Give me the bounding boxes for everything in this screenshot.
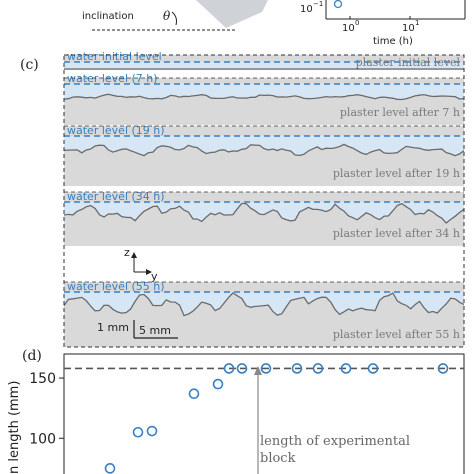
small-plot-marker [333,0,343,9]
panel-d-points [104,363,449,474]
axis-z-label: z [124,246,130,259]
top-panel-fragment: inclination θ 10 −1 10 0 10 1 time (h) [82,0,466,47]
scale-horizontal-label: 5 mm [139,324,171,337]
water-level-label: water initial level [67,50,162,63]
plaster-profile [63,93,465,101]
inclination-label: inclination [82,11,134,22]
panel-c-frame [63,54,465,348]
data-point [312,363,324,374]
water-fill [64,202,464,223]
panel-d-frame [63,353,465,474]
data-point [260,363,272,374]
inclined-block [196,0,268,28]
ytick-exponent: −1 [313,0,323,8]
plaster-level-label: plaster level after 7 h [340,106,460,119]
panel-d-chart: n length (mm) 100 150 length of experimen… [7,353,465,474]
data-point [437,363,449,374]
water-level-label: water level (7 h) [67,72,158,85]
data-point [236,363,248,374]
panel-c-label: (c) [20,57,39,73]
scale-vertical-label: 1 mm [97,321,129,334]
plaster-level-label: plaster level after 19 h [333,167,460,180]
axis-y-label: y [151,270,158,283]
plaster-band [64,192,464,246]
panel-d-label: (d) [22,348,42,364]
water-level-label: water level (34 h) [67,190,165,203]
data-point [367,363,379,374]
xtick-exponent: 0 [355,19,359,27]
water-level-label: water level (55 h) [67,280,165,293]
data-point [132,426,144,438]
data-point [146,425,158,437]
panel-d-yticks: 100 150 [29,371,64,447]
data-point [291,363,303,374]
plaster-profile [63,202,465,224]
water-fill [64,292,464,316]
theta-symbol: θ [163,9,171,23]
plaster-level-label: plaster initial level [356,56,461,69]
water-fill [64,136,464,156]
plaster-level-label: plaster level after 55 h [333,328,460,341]
annotation-arrow-head [254,366,262,375]
data-point [340,363,352,374]
ytick-label: 10 [300,4,313,15]
annotation-line1: length of experimental [260,434,410,449]
data-point [188,388,200,400]
scale-bar: 1 mm 5 mm [97,320,178,339]
plaster-profile [63,143,465,157]
angle-arc [171,11,177,26]
plaster-level-label: plaster level after 34 h [333,227,460,240]
time-axis-label: time (h) [373,36,413,47]
axis-indicator: z y [124,246,158,283]
data-point [104,463,116,474]
data-point [223,363,235,374]
water-level-label: water level (19 h) [67,124,165,137]
xtick-label: 10 [402,23,415,34]
ytick-label: 150 [29,371,56,387]
xtick-exponent: 1 [415,19,419,27]
data-point [212,378,224,390]
panel-c-profiles: water initial level plaster initial level… [63,50,465,347]
panel-d-ylabel: n length (mm) [7,381,22,474]
water-fill [64,62,464,69]
ytick-label: 100 [29,431,56,447]
xtick-label: 10 [342,23,355,34]
annotation-line2: block [260,451,296,466]
plaster-profile [63,292,465,317]
